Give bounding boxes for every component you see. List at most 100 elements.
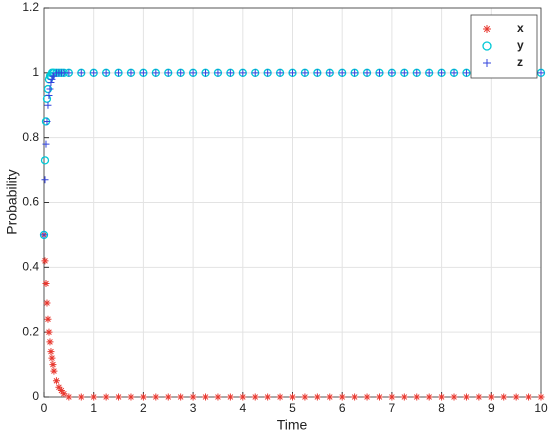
- data-point: [77, 393, 85, 401]
- data-point: [251, 69, 259, 77]
- legend-marker: [483, 59, 491, 67]
- data-point: [214, 393, 222, 401]
- x-tick-label: 7: [389, 401, 396, 415]
- y-tick-label: 1.2: [22, 0, 39, 14]
- data-point: [214, 69, 222, 77]
- data-point: [46, 338, 54, 346]
- data-point: [42, 140, 50, 148]
- data-point: [487, 393, 495, 401]
- data-point: [127, 69, 135, 77]
- data-point: [47, 79, 55, 87]
- legend-box: [470, 14, 538, 79]
- legend-marker: [483, 25, 491, 33]
- data-point: [413, 393, 421, 401]
- data-point: [47, 348, 55, 356]
- data-point: [264, 69, 272, 77]
- data-point: [45, 92, 53, 100]
- data-point: [43, 299, 51, 307]
- data-point: [43, 117, 51, 125]
- data-point: [512, 393, 520, 401]
- data-point: [338, 393, 346, 401]
- data-point: [537, 69, 545, 77]
- data-point: [326, 393, 334, 401]
- data-point: [46, 85, 54, 93]
- data-point: [264, 393, 272, 401]
- data-point: [55, 383, 63, 391]
- data-point: [139, 69, 147, 77]
- data-point: [289, 393, 296, 401]
- data-point: [462, 393, 470, 401]
- y-tick-label: 0.6: [22, 195, 39, 209]
- data-point: [375, 393, 383, 401]
- data-point: [500, 393, 508, 401]
- x-tick-label: 6: [339, 401, 346, 415]
- data-point: [313, 393, 321, 401]
- data-point: [189, 393, 197, 401]
- y-tick-label: 0: [32, 389, 39, 403]
- data-point: [177, 393, 185, 401]
- data-point: [251, 393, 259, 401]
- data-point: [301, 393, 309, 401]
- data-point: [42, 280, 50, 288]
- data-point: [152, 393, 160, 401]
- data-point: [363, 393, 371, 401]
- data-point: [52, 377, 60, 385]
- data-point: [413, 69, 421, 77]
- data-point: [351, 69, 359, 77]
- data-point: [127, 393, 135, 401]
- data-point: [326, 69, 334, 77]
- x-tick-label: 3: [190, 401, 197, 415]
- data-point: [400, 69, 408, 77]
- legend-label: y: [517, 38, 524, 52]
- data-point: [60, 390, 68, 398]
- legend-marker: [482, 41, 492, 51]
- data-point: [301, 69, 309, 77]
- data-point: [90, 393, 98, 401]
- data-point: [152, 69, 160, 77]
- data-point: [50, 367, 58, 375]
- data-point: [77, 69, 85, 77]
- data-point: [425, 393, 433, 401]
- y-tick-label: 0.4: [22, 260, 39, 274]
- data-point: [425, 69, 433, 77]
- data-point: [102, 69, 110, 77]
- data-point: [351, 393, 359, 401]
- x-tick-label: 8: [438, 401, 445, 415]
- data-point: [41, 176, 49, 184]
- data-point: [177, 69, 185, 77]
- legend-label: x: [517, 21, 524, 35]
- data-point: [48, 354, 56, 362]
- data-point: [40, 231, 48, 239]
- data-point: [164, 69, 172, 77]
- data-point: [139, 393, 147, 401]
- data-point: [388, 393, 396, 401]
- data-point: [49, 361, 57, 369]
- legend-label: z: [517, 55, 523, 69]
- data-point: [525, 393, 533, 401]
- data-point: [239, 393, 247, 401]
- data-point: [44, 315, 52, 323]
- x-tick-label: 0: [41, 401, 48, 415]
- data-point: [189, 69, 197, 77]
- data-point: [338, 69, 346, 77]
- data-point: [202, 69, 210, 77]
- x-tick-label: 1: [90, 401, 97, 415]
- y-tick-label: 0.8: [22, 130, 39, 144]
- x-tick-label: 5: [289, 401, 296, 415]
- data-point: [537, 393, 545, 401]
- data-point: [438, 69, 446, 77]
- data-point: [450, 393, 458, 401]
- data-point: [57, 387, 65, 395]
- data-point: [276, 393, 284, 401]
- data-point: [239, 69, 247, 77]
- data-point: [450, 69, 458, 77]
- data-point: [65, 393, 73, 401]
- data-point: [438, 393, 446, 401]
- data-point: [65, 69, 73, 77]
- data-point: [313, 69, 321, 77]
- data-point: [400, 393, 408, 401]
- data-point: [41, 257, 49, 265]
- data-point: [462, 69, 470, 77]
